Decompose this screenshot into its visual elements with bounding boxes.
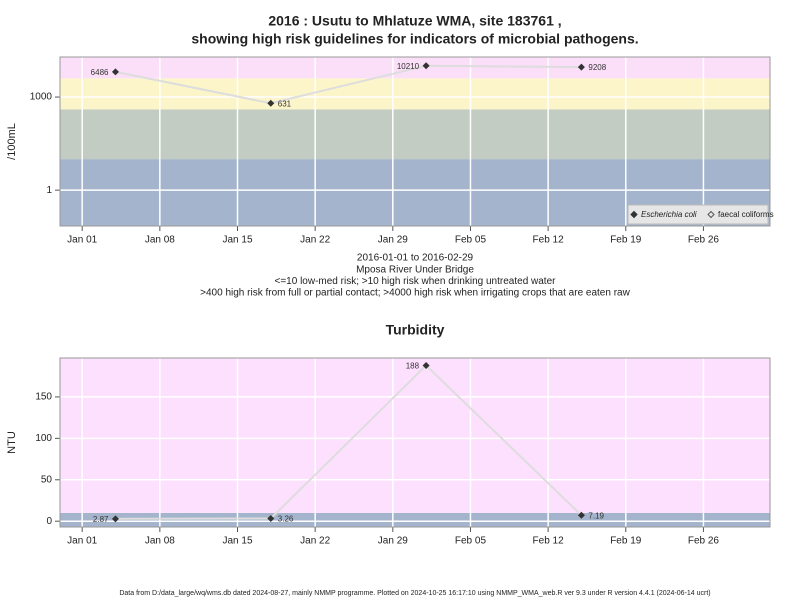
data-label: 188 (406, 362, 420, 371)
data-label: 3.26 (278, 515, 294, 524)
note: Mposa River Under Bridge (356, 264, 474, 275)
data-point (267, 99, 275, 107)
x-tick-label: Feb 12 (533, 235, 565, 246)
x-tick-label: Jan 01 (67, 536, 97, 547)
data-point (422, 62, 430, 70)
data-point (111, 68, 119, 76)
legend-marker (707, 210, 715, 219)
x-tick-label: Feb 12 (533, 536, 565, 547)
data-label: 631 (278, 99, 292, 108)
y-axis-label: NTU (6, 431, 18, 454)
data-label: 2.87 (93, 515, 109, 524)
data-label: 10210 (397, 62, 420, 71)
data-label: 9208 (588, 63, 606, 72)
legend-label: faecal coliforms (718, 210, 774, 219)
legend-label: Escherichia coli (641, 210, 697, 219)
y-tick-label: 0 (46, 516, 52, 527)
y-axis-label: /100mL (6, 123, 18, 160)
data-point (111, 515, 119, 523)
y-tick-label: 1000 (30, 92, 53, 103)
data-point (577, 511, 585, 519)
x-tick-label: Jan 08 (145, 536, 175, 547)
legend-box (627, 204, 769, 225)
note: >400 high risk from full or partial cont… (200, 288, 630, 299)
series-line (115, 364, 583, 520)
risk-band (60, 109, 770, 160)
risk-band (60, 512, 770, 527)
x-tick-label: Jan 01 (67, 235, 97, 246)
data-label: 7.19 (588, 511, 604, 520)
plot-area (60, 358, 770, 527)
plot-area (60, 57, 770, 226)
x-tick-label: Feb 19 (610, 235, 642, 246)
series-line (115, 64, 582, 105)
y-tick-label: 1 (46, 185, 52, 196)
x-tick-label: Feb 26 (688, 536, 720, 547)
x-tick-label: Feb 26 (688, 235, 720, 246)
legend-marker (630, 210, 638, 219)
y-tick-label: 100 (35, 433, 52, 444)
plot-frame (59, 357, 771, 528)
y-tick-label: 150 (35, 392, 52, 403)
x-tick-label: Jan 08 (145, 235, 175, 246)
x-tick-label: Jan 22 (300, 235, 330, 246)
plot-frame (59, 56, 771, 227)
data-point (267, 515, 275, 523)
y-tick-label: 50 (41, 474, 53, 485)
chart-title: Turbidity (386, 322, 445, 338)
x-tick-label: Jan 22 (300, 536, 330, 547)
risk-band (60, 358, 770, 513)
data-point (577, 63, 585, 71)
risk-band (60, 78, 770, 110)
chart-title: 2016 : Usutu to Mhlatuze WMA, site 18376… (268, 13, 561, 29)
footer: Data from D:/data_large/wq/wms.db dated … (119, 590, 710, 597)
x-tick-label: Jan 15 (222, 536, 252, 547)
data-label: 6486 (91, 68, 109, 77)
x-tick-label: Jan 29 (378, 235, 408, 246)
chart-title: showing high risk guidelines for indicat… (191, 31, 638, 47)
x-tick-label: Jan 29 (378, 536, 408, 547)
x-tick-label: Feb 19 (610, 536, 642, 547)
x-tick-label: Feb 05 (455, 235, 487, 246)
note: <=10 low-med risk; >10 high risk when dr… (275, 276, 557, 287)
note: 2016-01-01 to 2016-02-29 (357, 253, 474, 264)
x-tick-label: Jan 15 (222, 235, 252, 246)
data-point (422, 361, 430, 369)
x-tick-label: Feb 05 (455, 536, 487, 547)
